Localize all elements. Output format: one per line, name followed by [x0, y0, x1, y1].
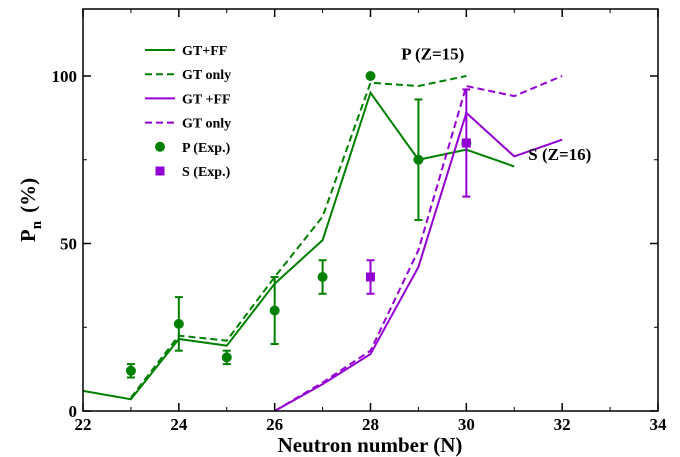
y-axis-title: Pn (%)	[16, 178, 45, 242]
data-markers	[125, 71, 472, 379]
y-tick-label: 100	[52, 67, 78, 86]
legend-label-2: GT +FF	[182, 92, 231, 107]
point-marker-circle	[221, 352, 232, 363]
x-tick-label: 32	[554, 415, 571, 434]
legend-label-0: GT+FF	[182, 44, 227, 59]
series-line-0	[82, 90, 515, 401]
series-line-1	[130, 75, 467, 399]
legend: GT+FF GT only GT +FF GT only P (Exp.) S (Exp.…	[145, 44, 231, 180]
x-tick-label: 28	[362, 415, 379, 434]
legend-label-4: P (Exp.)	[182, 141, 231, 156]
point-marker-circle	[173, 318, 184, 329]
annotation-s: S (Z=16)	[528, 145, 591, 164]
x-tick-label: 30	[458, 415, 475, 434]
axis-ticks: 22 24 26 28 30 32 34 0 50 100	[52, 9, 668, 434]
x-axis-title: Neutron number (N)	[278, 433, 463, 457]
point-marker-circle	[269, 305, 280, 316]
y-axis-title-main: P	[16, 229, 40, 242]
legend-swatch-5	[155, 166, 165, 176]
y-axis-title-sub: n	[29, 220, 45, 229]
x-tick-label: 34	[650, 415, 668, 434]
series-line-3	[274, 75, 563, 412]
legend-label-1: GT only	[182, 68, 231, 83]
series-lines	[82, 75, 563, 412]
series-line-2	[274, 111, 563, 412]
legend-label-5: S (Exp.)	[182, 165, 231, 180]
legend-swatch-4	[155, 141, 165, 152]
point-marker-circle	[413, 154, 424, 165]
legend-label-3: GT only	[182, 117, 231, 132]
point-marker-circle	[317, 272, 328, 282]
point-marker-square	[461, 138, 471, 148]
x-tick-label: 22	[75, 415, 92, 434]
point-marker-circle	[365, 71, 376, 81]
y-axis-title-unit: (%)	[16, 178, 40, 213]
point-marker-square	[366, 272, 375, 282]
y-tick-label: 0	[69, 402, 78, 421]
point-marker-circle	[125, 365, 136, 376]
annotation-p: P (Z=15)	[401, 44, 464, 63]
y-tick-label: 50	[60, 235, 77, 254]
x-tick-label: 24	[170, 415, 188, 434]
x-tick-label: 26	[266, 415, 283, 434]
